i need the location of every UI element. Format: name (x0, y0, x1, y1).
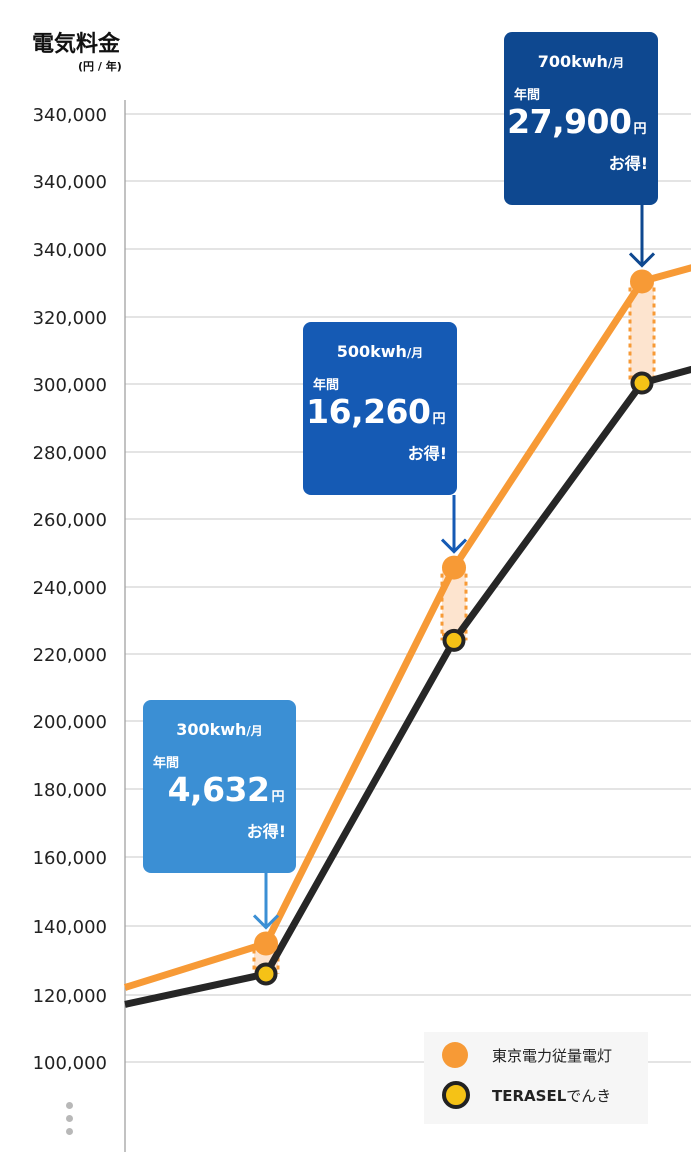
callout-annual-label: 年間 (313, 378, 340, 393)
axis-continuation-dots (66, 1102, 73, 1141)
callout-annual-label: 年間 (514, 88, 541, 103)
callout-usage: 500kwh/月 (336, 342, 424, 361)
y-tick-label: 320,000 (33, 308, 107, 329)
y-tick-label: 260,000 (33, 510, 107, 531)
data-point-tepco (254, 931, 278, 956)
chart-title: 電気料金 (32, 32, 121, 57)
data-point-terasel (254, 962, 278, 986)
series-points (254, 269, 654, 986)
callout-usage: 700kwh/月 (537, 52, 625, 71)
y-tick-label: 280,000 (33, 443, 107, 464)
data-point-terasel (442, 628, 466, 652)
y-tick-label: 340,000 (33, 240, 107, 261)
data-point-terasel (630, 371, 654, 395)
callout-savings-text: お得! (407, 444, 447, 463)
legend-label-tepco: 東京電力従量電灯 (492, 1046, 613, 1065)
savings-callout-500: 500kwh/月 年間 16,260 円 お得! (303, 322, 457, 495)
y-tick-label: 300,000 (33, 375, 107, 396)
callout-annual-label: 年間 (153, 756, 180, 771)
y-tick-label: 220,000 (33, 645, 107, 666)
y-tick-label: 180,000 (33, 780, 107, 801)
grid-lines (125, 113, 691, 1063)
legend-label-terasel: TERASELでんき (492, 1086, 612, 1105)
callout-usage: 300kwh/月 (176, 720, 263, 739)
y-tick-label: 100,000 (33, 1053, 107, 1074)
y-tick-label: 340,000 (33, 172, 107, 193)
y-axis-ticks: 340,000 340,000 340,000 320,000 300,000 280,0… (33, 105, 107, 1074)
y-tick-label: 120,000 (33, 986, 107, 1007)
callout-amount: 16,260 円 (306, 392, 445, 431)
callout-arrows (252, 205, 656, 930)
legend-item-terasel: TERASELでんき (442, 1080, 611, 1110)
y-tick-label: 340,000 (33, 105, 107, 126)
legend-marker-orange (442, 1042, 468, 1068)
callout-arrow-head (628, 252, 656, 268)
chart-unit: (円 / 年) (78, 60, 122, 73)
legend-marker-terasel (442, 1081, 470, 1109)
y-tick-label: 200,000 (33, 712, 107, 733)
y-tick-label: 240,000 (33, 578, 107, 599)
callout-savings-text: お得! (608, 154, 648, 173)
savings-callout-700: 700kwh/月 年間 27,900 円 お得! (504, 32, 658, 205)
chart-legend: 東京電力従量電灯 TERASELでんき (424, 1032, 648, 1124)
callout-amount: 4,632 円 (167, 770, 285, 809)
callout-arrow-head (440, 538, 468, 554)
callout-arrow-head (252, 914, 280, 930)
data-point-tepco (442, 555, 466, 580)
data-point-tepco (630, 269, 654, 294)
callout-savings-text: お得! (246, 822, 286, 841)
callout-amount: 27,900 円 (507, 102, 646, 141)
y-tick-label: 140,000 (33, 917, 107, 938)
y-tick-label: 160,000 (33, 848, 107, 869)
legend-item-tepco: 東京電力従量電灯 (442, 1040, 612, 1070)
savings-callout-300: 300kwh/月 年間 4,632 円 お得! (143, 700, 296, 873)
